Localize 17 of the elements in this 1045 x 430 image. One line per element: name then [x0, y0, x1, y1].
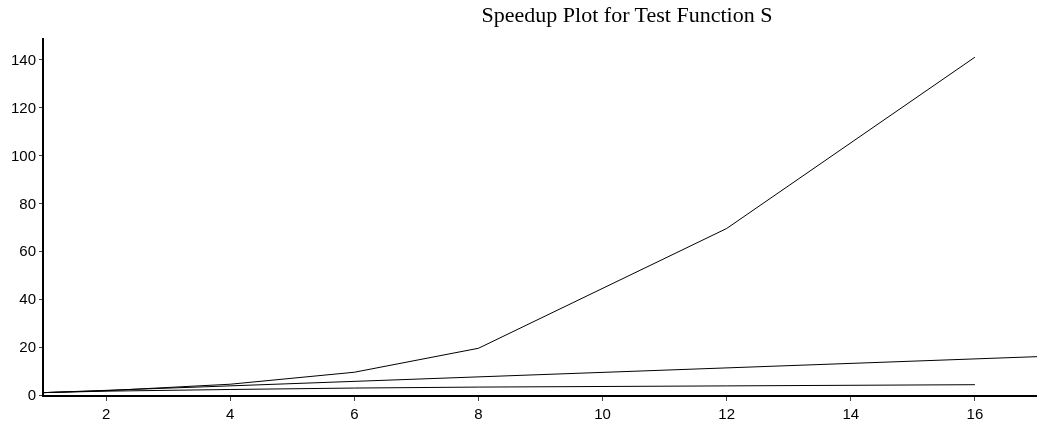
y-tick-label: 100	[10, 146, 36, 164]
x-tick-label: 8	[474, 405, 483, 422]
y-tick-label: 140	[10, 50, 36, 68]
y-tick-label: 60	[19, 242, 36, 260]
y-tick-label: 20	[19, 338, 36, 356]
chart-title: Speedup Plot for Test Function S	[481, 1, 773, 27]
y-tick-label: 0	[27, 386, 36, 404]
x-tick-label: 2	[101, 405, 111, 422]
x-tick-label: 4	[226, 405, 235, 422]
y-tick-label: 40	[19, 290, 36, 308]
y-tick-label: 80	[19, 194, 36, 212]
x-tick-label: 10	[594, 405, 611, 422]
x-tick-label: 6	[350, 405, 359, 422]
y-tick-label: 120	[10, 98, 36, 116]
x-tick-label: 12	[718, 405, 736, 422]
x-tick-label: 16	[966, 405, 984, 422]
x-tick-label: 14	[842, 405, 860, 422]
